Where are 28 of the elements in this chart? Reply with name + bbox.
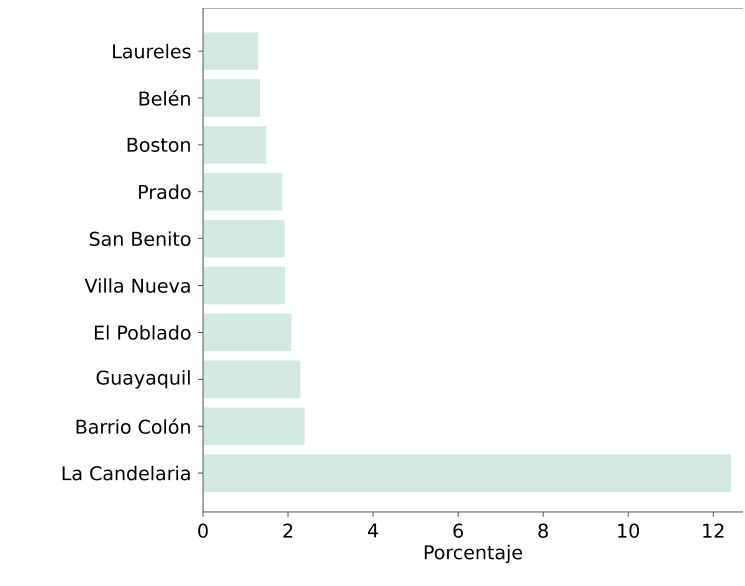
x-tick-label: 6 (453, 524, 463, 538)
y-tick-label: Guayaquil (96, 370, 190, 389)
y-tick-label: El Poblado (94, 325, 190, 340)
y-tick-label: Prado (139, 184, 190, 200)
bar (203, 454, 732, 492)
x-axis-title: Porcentaje (424, 544, 522, 564)
bar (203, 126, 266, 164)
bar (203, 79, 260, 117)
y-tick-label: Boston (128, 138, 190, 152)
y-tick-label: Laureles (113, 44, 191, 58)
x-tick-label: 2 (283, 524, 292, 538)
bar (203, 173, 282, 211)
y-tick-label: San Benito (90, 231, 190, 246)
x-tick-label: 0 (198, 524, 208, 538)
x-tick-label: 8 (538, 524, 548, 538)
bar (203, 220, 285, 258)
bar (203, 32, 258, 70)
y-tick-label: La Candelaria (62, 466, 190, 480)
bar (203, 407, 305, 445)
bar (203, 314, 292, 352)
bar (203, 360, 300, 398)
x-tick-label: 12 (703, 524, 724, 538)
y-tick-label: Villa Nueva (84, 278, 190, 293)
bar (203, 266, 286, 304)
y-tick-label: Belén (140, 90, 190, 106)
x-tick-label: 4 (368, 524, 378, 538)
y-tick-label: Barrio Colón (76, 418, 190, 434)
x-tick-label: 10 (618, 524, 640, 538)
